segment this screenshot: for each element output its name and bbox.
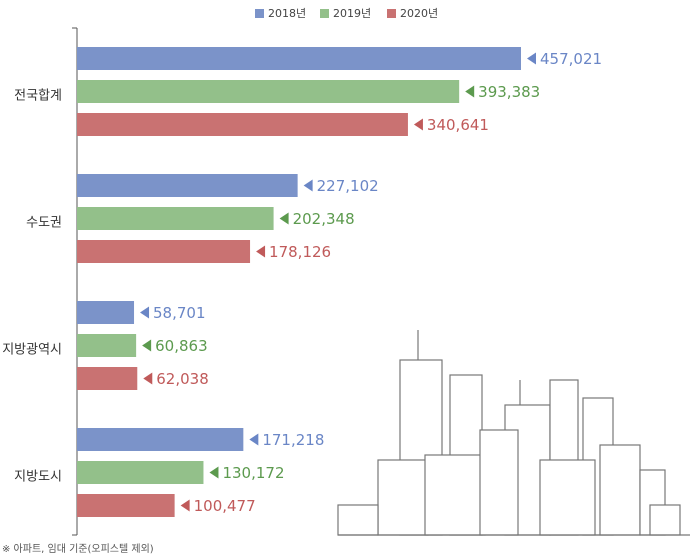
legend-label: 2020년 bbox=[400, 7, 438, 20]
label-pointer bbox=[413, 118, 423, 131]
bar bbox=[77, 428, 244, 451]
value-label: 393,383 bbox=[478, 83, 540, 101]
value-label: 60,863 bbox=[155, 337, 208, 355]
city-illustration bbox=[337, 330, 690, 536]
value-label: 58,701 bbox=[153, 304, 206, 322]
bar bbox=[77, 113, 408, 136]
legend-label: 2018년 bbox=[268, 7, 306, 20]
value-label: 178,126 bbox=[269, 243, 331, 261]
bar bbox=[77, 494, 175, 517]
legend-label: 2019년 bbox=[333, 7, 371, 20]
label-pointer bbox=[465, 85, 475, 98]
bar bbox=[77, 334, 137, 357]
bar bbox=[77, 207, 274, 230]
label-pointer bbox=[142, 339, 152, 352]
label-pointer bbox=[256, 245, 266, 258]
label-pointer bbox=[140, 306, 150, 319]
bar bbox=[77, 367, 138, 390]
value-label: 457,021 bbox=[540, 50, 602, 68]
label-pointer bbox=[143, 372, 153, 385]
category-label: 지방도시 bbox=[14, 470, 62, 485]
bar bbox=[77, 174, 298, 197]
bar bbox=[77, 301, 135, 324]
label-pointer bbox=[303, 179, 313, 192]
value-label: 171,218 bbox=[262, 431, 324, 449]
label-pointer bbox=[279, 212, 289, 225]
label-pointer bbox=[249, 433, 259, 446]
footnote: ※ 아파트, 임대 기준(오피스텔 제외) bbox=[2, 542, 154, 555]
label-pointer bbox=[180, 499, 190, 512]
value-label: 130,172 bbox=[222, 464, 284, 482]
bar bbox=[77, 80, 460, 103]
bar bbox=[77, 240, 251, 263]
value-label: 100,477 bbox=[194, 497, 256, 515]
value-label: 62,038 bbox=[156, 370, 209, 388]
category-label: 전국합계 bbox=[14, 89, 62, 104]
bar bbox=[77, 47, 521, 70]
bar bbox=[77, 461, 204, 484]
category-label: 수도권 bbox=[26, 216, 62, 231]
label-pointer bbox=[209, 466, 219, 479]
legend-swatch bbox=[320, 9, 329, 18]
value-label: 227,102 bbox=[317, 177, 379, 195]
category-label: 지방광역시 bbox=[2, 343, 62, 358]
legend-swatch bbox=[387, 9, 396, 18]
legend-swatch bbox=[255, 9, 264, 18]
label-pointer bbox=[527, 52, 536, 65]
value-label: 340,641 bbox=[427, 116, 489, 134]
value-label: 202,348 bbox=[293, 210, 355, 228]
